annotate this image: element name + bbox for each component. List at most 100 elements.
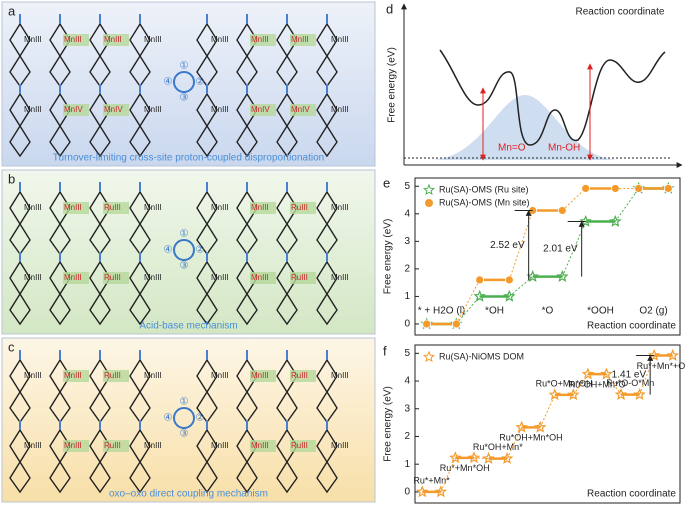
site-label: MnIII	[24, 371, 42, 380]
site-highlight	[63, 440, 89, 452]
cycle-step: ①	[180, 229, 189, 240]
site-label: MnIII	[24, 441, 42, 450]
y-tick-label: 5	[404, 181, 410, 192]
site-label: MnIII	[211, 371, 229, 380]
cycle-step: ②	[196, 245, 205, 256]
marker	[515, 420, 528, 433]
marker	[633, 388, 646, 400]
site-label: MnIII	[64, 371, 82, 380]
category-label: * + H2O (l)	[418, 306, 466, 317]
site-highlight	[63, 202, 89, 214]
panel-letter: f	[383, 343, 387, 358]
cycle-step: ③	[180, 93, 189, 104]
site-label: MnIII	[144, 273, 162, 282]
y-tick-label: 2	[404, 264, 410, 275]
site-highlight	[103, 104, 129, 116]
panel: c MnIII MnIII RuIII MnIII MnIII MnIII RuIII MnII…	[1, 337, 376, 503]
site-label: MnIII	[331, 273, 349, 282]
marker	[581, 367, 595, 380]
plot-area	[414, 177, 681, 336]
site-highlight	[250, 202, 276, 214]
octahedron	[9, 260, 31, 326]
panel-letter: c	[8, 339, 15, 354]
site-highlight	[290, 440, 316, 452]
site-label: MnIII	[24, 35, 42, 44]
panel-letter: d	[386, 1, 393, 16]
legend-marker	[425, 199, 433, 207]
octahedron	[196, 428, 218, 494]
marker	[634, 184, 644, 193]
connector	[455, 279, 481, 325]
category-label: Ru*+Mn*OH	[440, 463, 490, 473]
site-highlight	[63, 104, 89, 116]
cycle-step: ④	[164, 245, 173, 256]
site-label: MnIV	[251, 105, 270, 114]
category-label: Ru*+Mn*	[413, 475, 450, 485]
legend-marker	[422, 183, 436, 196]
annotation: 2.52 eV	[490, 240, 525, 251]
panel-background	[1, 1, 376, 167]
panel-letter: e	[383, 175, 390, 190]
category-label: Ru*OH+Mn*	[473, 442, 523, 452]
marker	[473, 289, 486, 302]
panel-caption: Turnover-limiting cross-site proton-coup…	[53, 153, 324, 164]
marker	[663, 184, 673, 193]
y-tick-label: 2	[404, 431, 410, 442]
site-label: MnIII	[251, 441, 269, 450]
site-label: MnIII	[251, 203, 269, 212]
panel-letter: a	[8, 3, 16, 18]
cycle-step: ④	[164, 413, 173, 424]
site-highlight	[250, 440, 276, 452]
site-label: RuIII	[104, 273, 121, 282]
state-label: Mn-OH	[548, 143, 580, 154]
marker	[416, 485, 429, 498]
category-label: *O	[542, 306, 554, 317]
octahedron	[196, 92, 218, 158]
site-label: MnIII	[24, 105, 42, 114]
site-label: RuIII	[291, 203, 308, 212]
legend-label: Ru(SA)-NiOMS DOM	[439, 351, 524, 361]
site-label: RuIII	[291, 371, 308, 380]
octahedron	[316, 92, 338, 158]
site-label: MnIII	[211, 441, 229, 450]
y-tick-label: 1	[404, 291, 410, 302]
x-axis-label: Reaction coordinate	[587, 321, 676, 332]
connector	[561, 188, 587, 211]
plot-area	[414, 344, 681, 504]
cycle	[173, 71, 195, 93]
legend-label: Ru(SA)-OMS (Mn site)	[439, 197, 530, 207]
category-label: *OH	[485, 306, 504, 317]
site-label: MnIII	[144, 371, 162, 380]
site-label: RuIII	[104, 441, 121, 450]
site-label: RuIII	[291, 273, 308, 282]
cycle-step: ②	[196, 77, 205, 88]
site-label: MnIII	[331, 371, 349, 380]
y-axis-label: Free energy (eV)	[387, 47, 398, 123]
category-label: Ru*+Mn*+O2	[637, 361, 685, 371]
category-label: Ru*OH+Mn*OH	[499, 433, 562, 443]
site-label: MnIII	[144, 105, 162, 114]
marker	[434, 485, 448, 498]
connector	[639, 355, 655, 395]
site-label: MnIII	[331, 441, 349, 450]
site-highlight	[63, 370, 89, 382]
panel-d: d Free energy (eV) Reaction coordinate M…	[386, 1, 683, 168]
site-label: MnIII	[331, 105, 349, 114]
y-tick-label: 5	[404, 348, 410, 359]
marker	[609, 214, 622, 227]
category-label: Ru*OH+Mn*O	[569, 379, 626, 389]
octahedron	[316, 428, 338, 494]
site-label: MnIII	[144, 441, 162, 450]
y-tick-label: 3	[404, 403, 410, 414]
y-tick-label: 1	[404, 459, 410, 470]
site-label: MnIII	[64, 35, 82, 44]
marker	[422, 319, 432, 329]
site-highlight	[290, 104, 316, 116]
marker	[614, 388, 628, 400]
site-highlight	[250, 370, 276, 382]
octahedron	[9, 428, 31, 494]
site-highlight	[250, 272, 276, 284]
marker	[500, 452, 514, 464]
site-highlight	[63, 272, 89, 284]
site-label: MnIII	[331, 203, 349, 212]
